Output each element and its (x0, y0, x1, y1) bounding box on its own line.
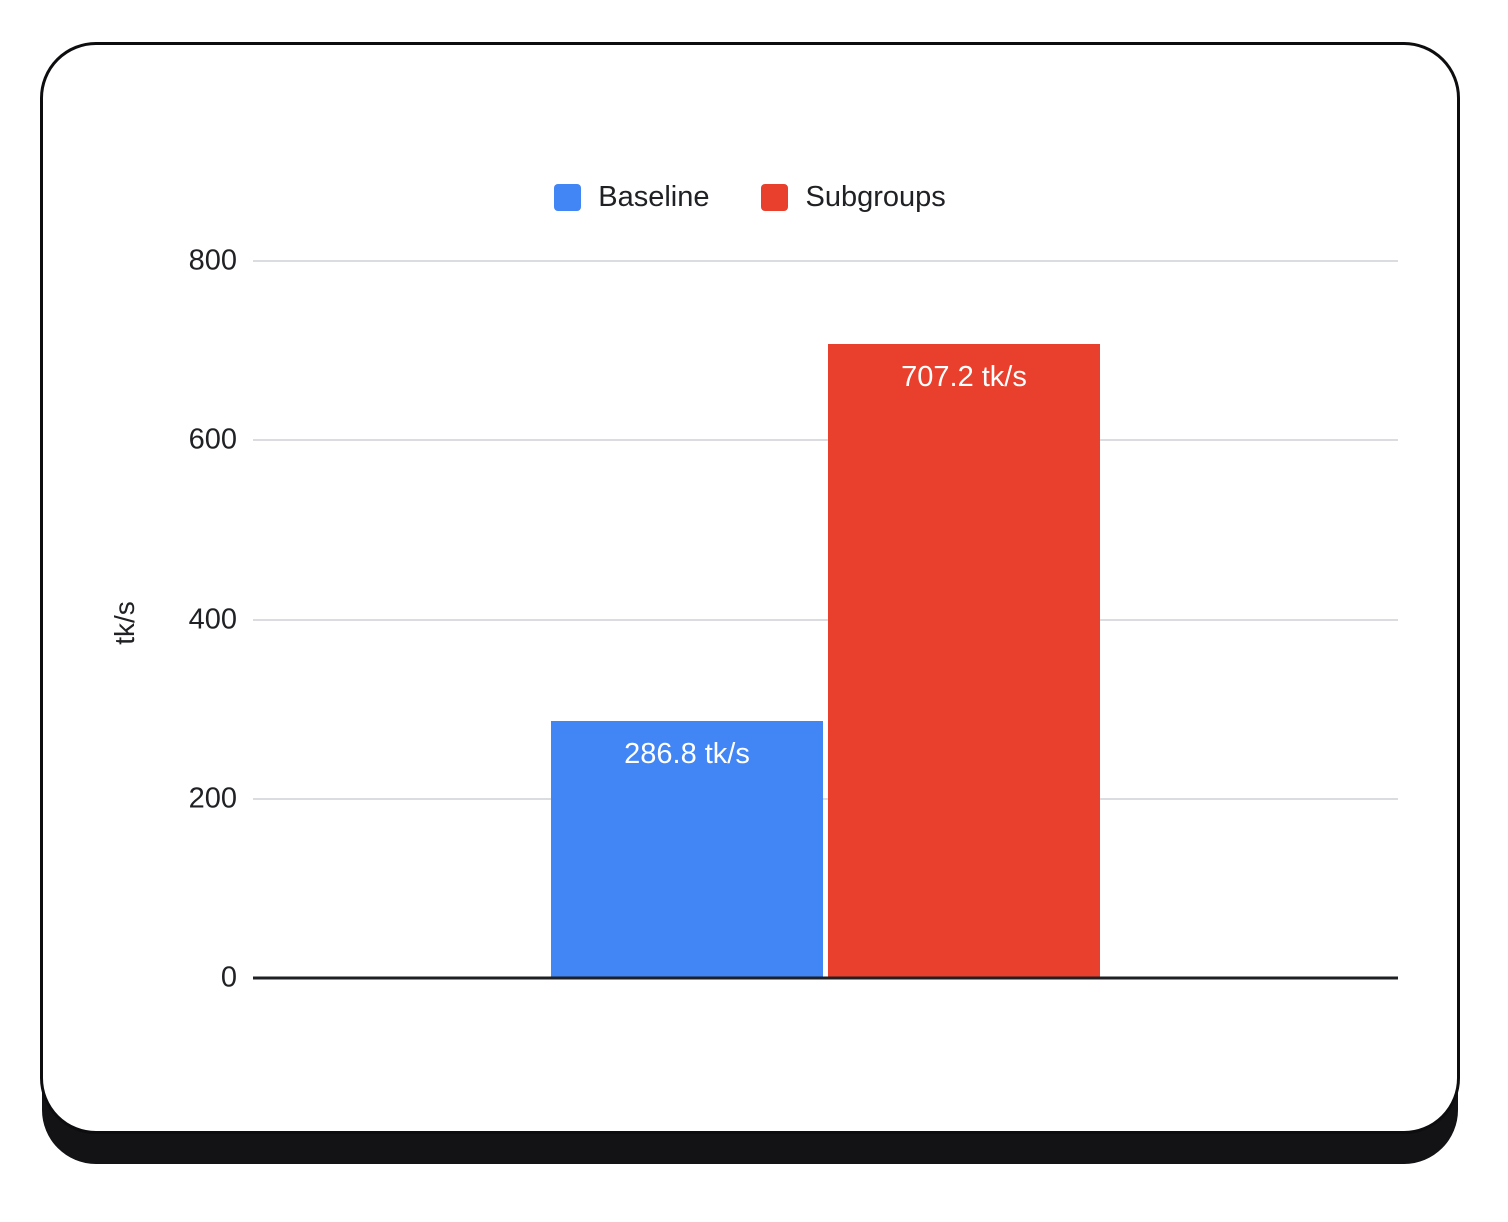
legend-label-subgroups: Subgroups (805, 181, 946, 213)
x-axis-baseline (253, 976, 1398, 980)
bar-subgroups: 707.2 tk/s (828, 344, 1100, 978)
bar-value-label-baseline: 286.8 tk/s (624, 737, 750, 770)
gridline-200 (253, 797, 1398, 800)
gridline-400 (253, 618, 1398, 621)
y-tick-label-0: 0 (220, 961, 237, 994)
gridline-600 (253, 439, 1398, 442)
y-tick-label-600: 600 (188, 423, 237, 456)
subgroups-color-swatch-icon (761, 184, 789, 211)
y-tick-label-200: 200 (188, 782, 237, 815)
legend-label-baseline: Baseline (598, 181, 710, 213)
baseline-color-swatch-icon (554, 184, 582, 211)
y-axis-title: tk/s (109, 601, 140, 645)
y-tick-label-800: 800 (188, 244, 237, 277)
bar-value-label-subgroups: 707.2 tk/s (901, 361, 1027, 394)
chart-card: Baseline Subgroups tk/s 0 200 400 600 80… (40, 42, 1460, 1134)
legend-item-subgroups: Subgroups (761, 181, 946, 214)
plot-area: 0 200 400 600 800 286.8 tk/s 707.2 tk/s (189, 245, 1398, 994)
legend-item-baseline: Baseline (554, 181, 709, 214)
chart-legend: Baseline Subgroups (43, 181, 1457, 214)
bar-baseline: 286.8 tk/s (551, 720, 823, 978)
y-tick-label-400: 400 (188, 603, 237, 635)
gridline-800 (253, 260, 1398, 262)
